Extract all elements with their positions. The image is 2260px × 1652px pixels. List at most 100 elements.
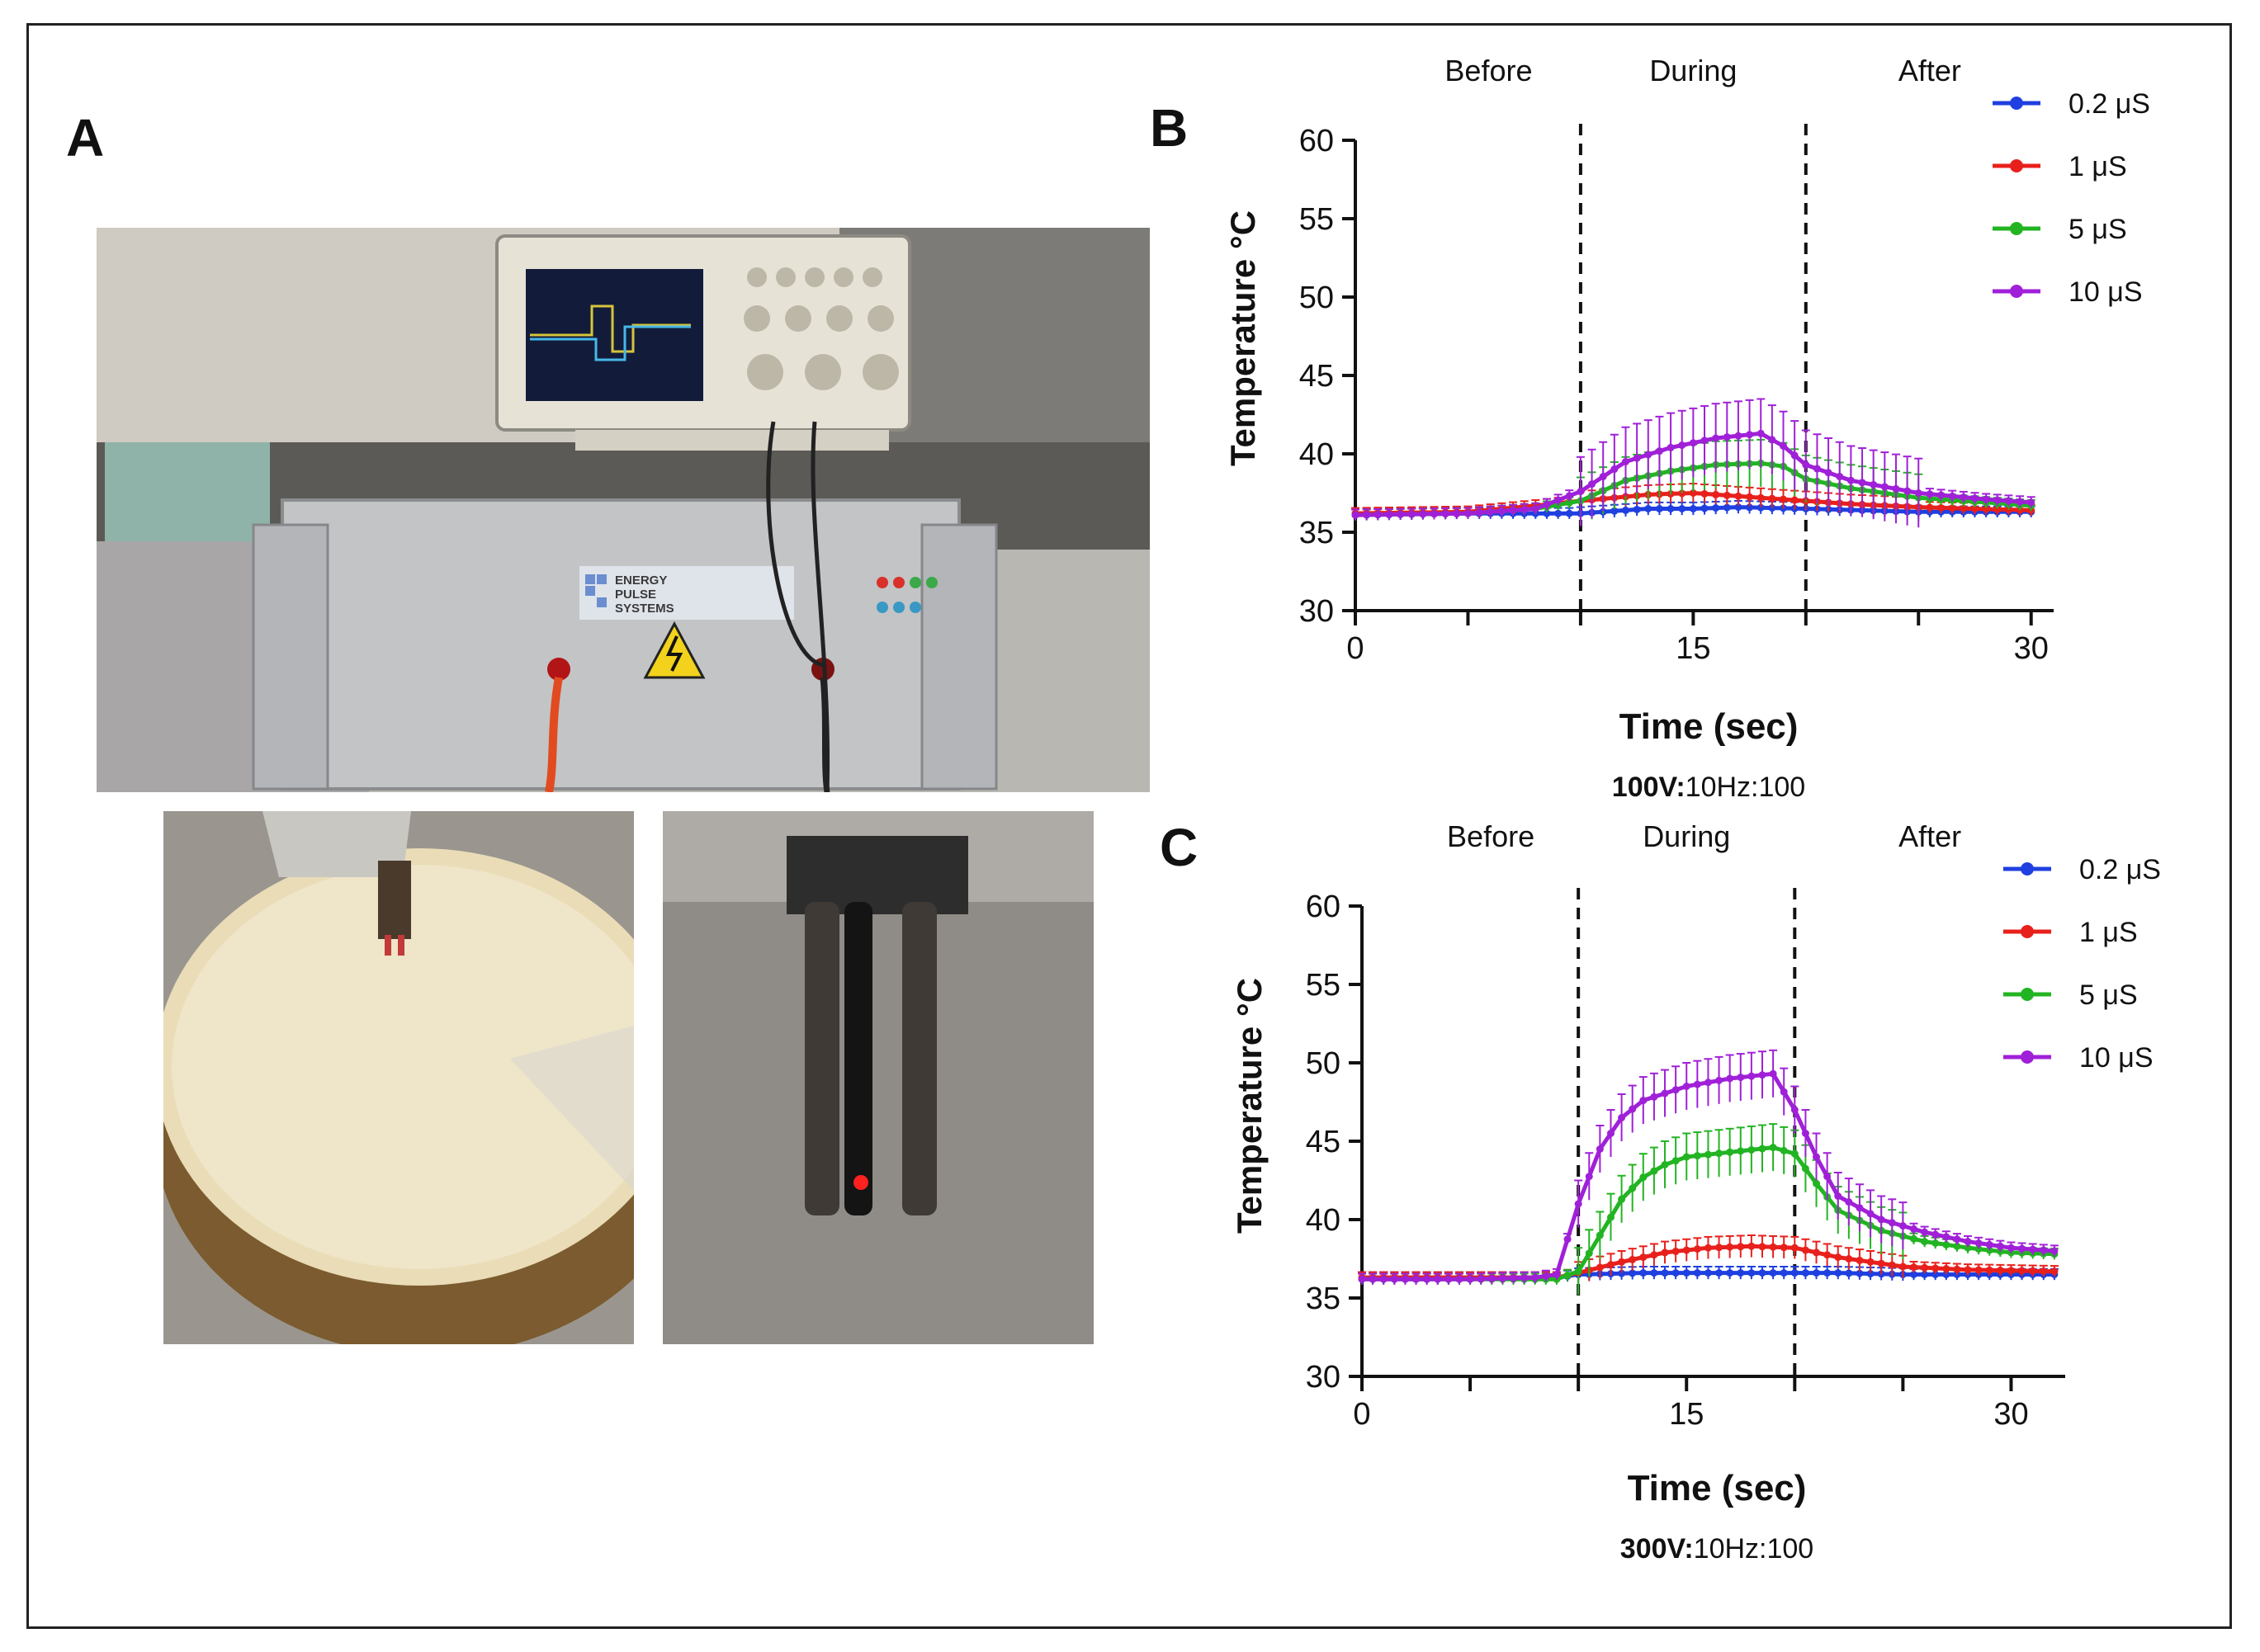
chart-c-point xyxy=(1650,1093,1658,1101)
chart-c-xlabel: Time (sec) xyxy=(1628,1468,1807,1508)
chart-c-ytick-label: 50 xyxy=(1306,1046,1340,1081)
chart-c-point xyxy=(1845,1255,1853,1263)
chart-c-point xyxy=(1498,1274,1506,1282)
chart-c-point xyxy=(1682,1269,1690,1277)
chart-b-legend-label-10-s: 10 μS xyxy=(2069,276,2143,308)
chart-c-point xyxy=(1715,1269,1723,1277)
chart-c-point xyxy=(1931,1264,1940,1272)
chart-b-point xyxy=(1723,433,1731,441)
electrode-photo-drawing xyxy=(663,811,1094,1344)
chart-b-point xyxy=(1407,510,1416,518)
chart-c-point xyxy=(1790,1106,1799,1114)
chart-c-point xyxy=(1758,1269,1766,1277)
chart-c-point xyxy=(1813,1179,1821,1187)
chart-b-point xyxy=(1880,483,1889,491)
chart-c-point xyxy=(1682,1083,1690,1090)
chart-c-point xyxy=(1693,1245,1701,1253)
chart-c-point xyxy=(1423,1275,1431,1283)
chart-c-point xyxy=(2007,1267,2015,1275)
chart-c-point xyxy=(1715,1244,1723,1252)
chart-c-point xyxy=(1704,1244,1712,1252)
panel-label-c: C xyxy=(1160,818,1199,877)
chart-b-point xyxy=(1734,432,1742,440)
chart-b-ytick-label: 40 xyxy=(1299,437,1334,472)
chart-b-ytick-label: 30 xyxy=(1299,594,1334,629)
chart-c-point xyxy=(1909,1234,1917,1243)
chart-c-point xyxy=(1682,1246,1690,1254)
chart-b-point xyxy=(1926,490,1934,498)
chart-b-point xyxy=(1948,504,1956,512)
chart-c-point xyxy=(1813,1153,1821,1161)
chart-c-point xyxy=(1801,1269,1809,1277)
chart-c-point xyxy=(1401,1275,1409,1283)
chart-c-point xyxy=(1823,1251,1832,1259)
chart-b: 30 35 40 45 50 55 60 0 15 30 Before During After 0.… xyxy=(1223,54,2150,803)
chart-c-point xyxy=(2040,1267,2048,1275)
chart-c-point xyxy=(1606,1130,1615,1137)
chart-c-point xyxy=(1704,1269,1712,1277)
electrode-photo xyxy=(663,811,1094,1344)
chart-c-point xyxy=(1801,1164,1809,1173)
chart-b-phase-label-during: During xyxy=(1649,54,1737,87)
chart-b-point xyxy=(1723,503,1731,512)
chart-c-point xyxy=(2018,1244,2026,1253)
chart-c-legend-label-1-s: 1 μS xyxy=(2079,917,2138,948)
chart-c-point xyxy=(1921,1263,1929,1272)
chart-c-point xyxy=(1921,1238,1929,1246)
chart-b-point xyxy=(1633,505,1641,513)
chart-b-legend-marker-10-s xyxy=(2010,285,2023,298)
chart-c-point xyxy=(1682,1153,1690,1161)
chart-c-point xyxy=(1801,1130,1809,1137)
equipment-photo: ENERGY PULSE SYSTEMS xyxy=(97,228,1150,792)
chart-c-ytick-label: 35 xyxy=(1306,1281,1340,1316)
chart-c-point xyxy=(1715,1149,1723,1158)
chart-c-point xyxy=(1813,1269,1821,1277)
chart-b-point xyxy=(2004,506,2012,514)
chart-c-point xyxy=(1834,1269,1842,1277)
chart-c-point xyxy=(1618,1269,1626,1277)
chart-c-point xyxy=(1650,1269,1658,1277)
chart-b-series-3 xyxy=(1351,398,2035,528)
chart-c-point xyxy=(1639,1253,1648,1262)
chart-c-point xyxy=(1942,1265,1950,1273)
chart-b-point xyxy=(1700,504,1709,512)
chart-c-point xyxy=(1434,1275,1442,1283)
chart-c-point xyxy=(1790,1149,1799,1158)
chart-c-point xyxy=(2007,1244,2015,1252)
chart-c-xtick-label: 15 xyxy=(1669,1397,1704,1432)
chart-c-title-rest: 10Hz:100 xyxy=(1694,1533,1814,1565)
chart-b-legend-label-1-s: 1 μS xyxy=(2069,151,2127,182)
chart-c-point xyxy=(1985,1240,1993,1248)
chart-b-xlabel: Time (sec) xyxy=(1619,706,1799,747)
chart-c-point xyxy=(1358,1275,1366,1283)
chart-b-point xyxy=(1712,434,1720,442)
chart-c: 30 35 40 45 50 55 60 0 15 30 Before During After 0.… xyxy=(1230,819,2161,1565)
chart-b-point xyxy=(1610,507,1619,515)
chart-c-point xyxy=(1780,1088,1788,1096)
chart-c-title: 300V:10Hz:100 xyxy=(1620,1533,1813,1565)
chart-c-point xyxy=(1693,1152,1701,1160)
chart-b-phase-label-after: After xyxy=(1898,54,1961,87)
chart-c-point xyxy=(1671,1157,1680,1165)
chart-c-point xyxy=(1942,1233,1950,1241)
chart-c-ylabel: Temperature °C xyxy=(1230,978,1269,1234)
chart-b-point xyxy=(1970,505,1979,512)
chart-b-point xyxy=(1914,489,1922,497)
chart-c-point xyxy=(1596,1145,1604,1153)
chart-c-point xyxy=(1942,1240,1950,1248)
chart-c-point xyxy=(1758,1145,1766,1153)
chart-b-point xyxy=(1565,498,1573,507)
chart-b-point xyxy=(1790,451,1799,460)
chart-b-point xyxy=(1790,496,1799,504)
chart-b-point xyxy=(1678,441,1686,450)
chart-b-point xyxy=(1746,503,1754,512)
chart-b-ytick-label: 60 xyxy=(1299,124,1334,158)
chart-c-point xyxy=(1769,1269,1777,1277)
chart-b-point xyxy=(1937,491,1946,499)
chart-c-point xyxy=(2029,1267,2037,1275)
chart-c-point xyxy=(1726,1243,1734,1251)
chart-c-point xyxy=(1931,1271,1940,1278)
chart-b-ytick-label: 45 xyxy=(1299,359,1334,394)
chart-c-point xyxy=(1953,1242,1961,1250)
chart-c-point xyxy=(1953,1265,1961,1273)
